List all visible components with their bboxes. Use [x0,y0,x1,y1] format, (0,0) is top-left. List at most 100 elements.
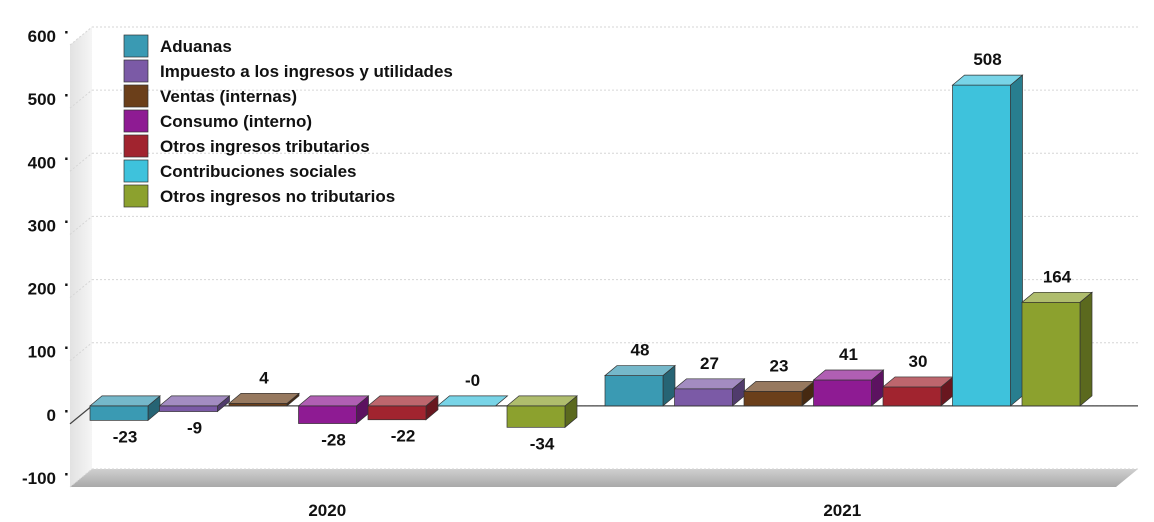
bar [743,380,815,407]
legend-item: Otros ingresos tributarios [123,134,370,158]
data-label: 27 [700,354,719,373]
bar-front [298,405,357,424]
bar-top [812,369,885,381]
data-labels: -23 -9 4 -28 -22 -0 -34 48 27 23 41 30 508 164 [113,50,1072,453]
legend-item: Impuesto a los ingresos y utilidades [123,59,453,83]
bar-front [882,386,942,407]
legend-item: Ventas (internas) [123,84,297,108]
y-tick-dot: · [64,149,70,168]
bar-front [604,375,664,407]
data-label: 48 [631,341,650,360]
bar-top [951,74,1024,86]
x-tick-label: 2021 [823,501,861,520]
legend-label: Otros ingresos no tributarios [160,187,395,206]
bar [604,364,676,407]
bar [673,378,746,407]
x-axis: 2020 2021 [308,501,861,520]
legend-item: Aduanas [123,34,232,58]
bar [436,395,509,407]
bar [506,395,578,429]
gridline-wall [69,468,93,488]
chart-walls [70,27,1138,487]
legend-item: Otros ingresos no tributarios [123,184,395,208]
bar-front [228,402,288,407]
legend-swatch [123,59,149,83]
bar [1021,291,1093,407]
legend-swatch [123,34,149,58]
bar-top [436,395,509,407]
bar-top [506,395,578,407]
bar [89,395,161,422]
data-label: -34 [530,434,555,453]
legend-item: Contribuciones sociales [123,159,357,183]
floor [70,469,1138,487]
data-label: -9 [187,419,202,438]
bar-front [1021,301,1081,407]
bar-front [89,405,149,421]
bar-side [1010,74,1023,407]
y-tick-label: -100 [22,469,56,488]
bar-top [228,392,300,404]
bar [367,395,439,421]
bar-front [952,84,1011,407]
bar [158,395,231,413]
legend-label: Consumo (interno) [160,112,312,131]
gridline-wall [69,342,93,362]
data-label: 23 [770,356,789,375]
legend-swatch [123,134,149,158]
bar [812,369,885,407]
gridline-wall [69,152,93,172]
gridline-wall [69,89,93,109]
side-wall [70,27,92,487]
baseline-wall [69,405,93,425]
bar-top [604,365,676,376]
data-label: -23 [113,427,138,446]
y-tick-dot: · [64,23,70,42]
y-tick-label: 300 [28,216,56,235]
legend-swatch [123,109,149,133]
y-tick-dot: · [64,465,70,484]
y-tick-dot: · [64,86,70,105]
gridline-wall [69,279,93,298]
y-tick-dot: · [64,276,70,295]
bar-top [1021,291,1093,303]
bar-side [1079,291,1093,407]
y-tick-dot: · [64,212,70,231]
gridline-wall [69,216,93,235]
y-tick-label: 400 [28,153,56,172]
gridline-wall [69,26,93,46]
bar-top [297,395,370,407]
legend-swatch [123,84,149,108]
bar-front [506,405,566,428]
bar-front [159,405,218,412]
data-label: -28 [321,431,346,450]
bar [951,74,1024,407]
y-tick-dot: · [64,339,70,358]
y-tick-label: 200 [28,280,56,299]
bar-top [158,395,231,407]
legend-label: Otros ingresos tributarios [160,137,370,156]
y-axis: -100 · 0 · 100 · 200 · 300 · 400 · 500 · 600 · [22,23,70,488]
bar-front [367,405,427,421]
legend-swatch [123,184,149,208]
legend-item: Consumo (interno) [123,109,312,133]
bar-front [813,379,872,407]
data-label: -22 [391,427,416,446]
x-tick-label: 2020 [308,501,346,520]
bar [882,376,954,407]
y-tick-label: 500 [28,90,56,109]
legend-label: Ventas (internas) [160,87,297,106]
data-label: 30 [909,352,928,371]
y-tick-label: 100 [28,343,56,362]
y-tick-label: 600 [28,27,56,46]
bar-top [89,395,161,407]
y-tick-label: 0 [47,406,56,425]
y-tick-dot: · [64,402,70,421]
bar-top [743,380,815,392]
bar-front [674,388,733,407]
legend: Aduanas Impuesto a los ingresos y utilida… [123,34,453,208]
bar-top [882,376,954,388]
legend-swatch [123,159,149,183]
